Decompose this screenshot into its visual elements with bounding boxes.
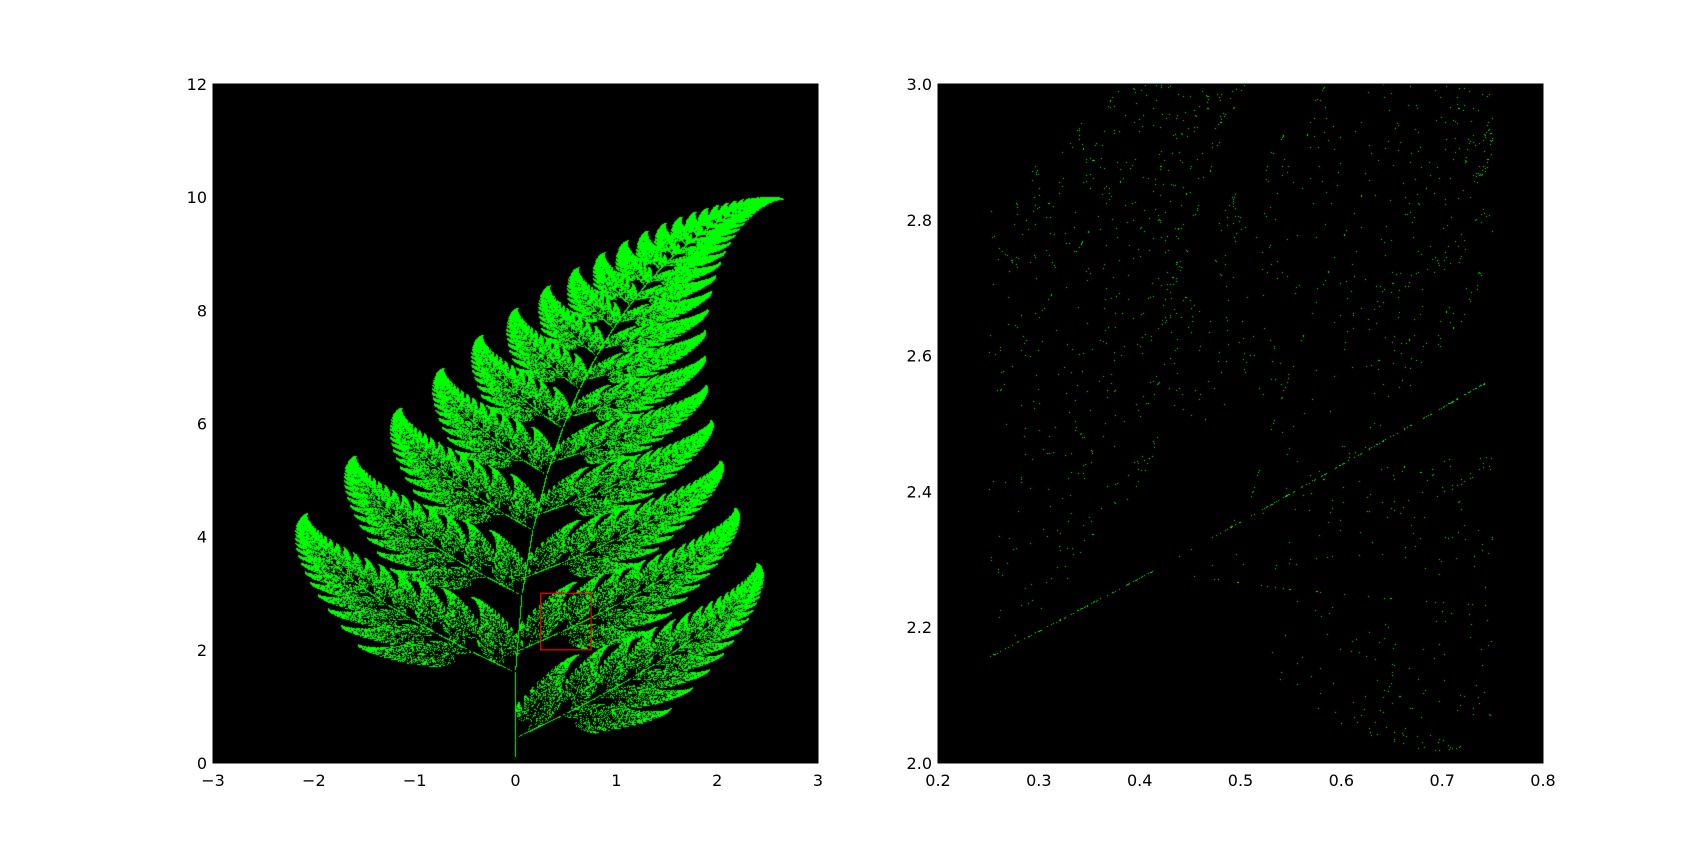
x-tick-label: 0 bbox=[510, 771, 520, 790]
y-tick-label: 2 bbox=[197, 641, 207, 660]
y-tick-label: 10 bbox=[187, 188, 207, 207]
y-tick-label: 2.4 bbox=[907, 482, 932, 501]
y-tick-label: 12 bbox=[187, 75, 207, 94]
y-tick-label: 2.2 bbox=[907, 618, 932, 637]
y-tick-label: 6 bbox=[197, 415, 207, 434]
y-tick-label: 0 bbox=[197, 754, 207, 773]
x-tick-label: 0.4 bbox=[1127, 771, 1152, 790]
y-tick-label: 3.0 bbox=[907, 75, 932, 94]
x-tick-label: 0.5 bbox=[1228, 771, 1253, 790]
x-tick-label: −3 bbox=[201, 771, 225, 790]
y-tick-label: 2.8 bbox=[907, 211, 932, 230]
y-tick-label: 4 bbox=[197, 528, 207, 547]
x-tick-label: −1 bbox=[403, 771, 427, 790]
panel-left-fern: −3 −2 −1 0 1 2 3024681012 bbox=[187, 75, 823, 790]
fern-point-cloud bbox=[938, 84, 1543, 763]
x-tick-label: 2 bbox=[712, 771, 722, 790]
x-tick-label: 0.8 bbox=[1530, 771, 1555, 790]
y-tick-label: 8 bbox=[197, 301, 207, 320]
x-tick-label: 1 bbox=[611, 771, 621, 790]
fern-point-cloud bbox=[213, 84, 818, 763]
x-tick-label: 0.2 bbox=[925, 771, 950, 790]
x-tick-label: 3 bbox=[813, 771, 823, 790]
y-tick-label: 2.6 bbox=[907, 347, 932, 366]
y-tick-label: 2.0 bbox=[907, 754, 932, 773]
x-tick-label: 0.3 bbox=[1026, 771, 1051, 790]
x-tick-label: 0.7 bbox=[1429, 771, 1454, 790]
x-tick-label: 0.6 bbox=[1329, 771, 1354, 790]
x-tick-label: −2 bbox=[302, 771, 326, 790]
panel-right-zoom: 0.2 0.3 0.4 0.5 0.6 0.7 0.8 2.0 2.2 2.4 2.6 2.8 3.0 bbox=[907, 75, 1556, 790]
